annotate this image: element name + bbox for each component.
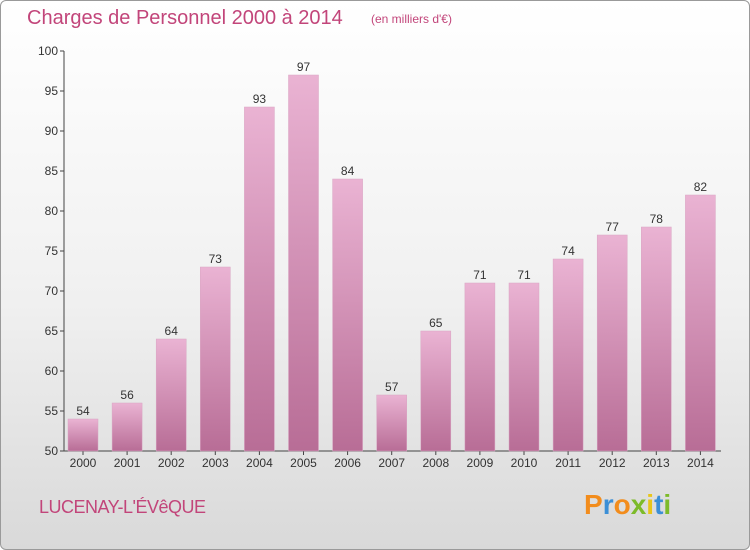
chart-bars: 54 56 64 73 93 97 84 57 65 71 71 74 77 78 82 — [67, 60, 716, 452]
data-label-2012: 77 — [606, 220, 620, 234]
chart-title: Charges de Personnel 2000 à 2014 — [27, 7, 343, 29]
bar-2008 — [420, 330, 452, 452]
chart-unit-subtitle: (en milliers d'€) — [371, 12, 452, 26]
data-label-2010: 71 — [517, 268, 531, 282]
bar-2010 — [508, 282, 540, 452]
bar-2012 — [596, 234, 628, 452]
data-label-2005: 97 — [297, 60, 311, 74]
logo-letter: i — [663, 489, 672, 520]
logo-letter: i — [646, 489, 655, 520]
x-tick-label-2013: 2013 — [643, 456, 670, 470]
bar-2013 — [641, 226, 672, 452]
x-tick-label-2009: 2009 — [467, 456, 494, 470]
x-tick-label-2004: 2004 — [246, 456, 273, 470]
bar-2005 — [288, 74, 319, 452]
bar-2014 — [685, 194, 716, 452]
x-tick-label-2014: 2014 — [687, 456, 714, 470]
data-label-2014: 82 — [694, 180, 708, 194]
data-label-2013: 78 — [650, 212, 664, 226]
logo-letter: t — [654, 489, 664, 520]
proxiti-logo: Proxiti — [584, 489, 671, 521]
x-tick-label-2001: 2001 — [114, 456, 141, 470]
y-tick-label: 65 — [45, 324, 59, 338]
bar-2003 — [200, 266, 231, 452]
y-tick-label: 75 — [45, 244, 59, 258]
data-label-2007: 57 — [385, 380, 399, 394]
data-label-2008: 65 — [429, 316, 443, 330]
commune-name: LUCENAY-L'ÉVêQUE — [39, 497, 206, 517]
x-tick-label-2010: 2010 — [511, 456, 538, 470]
data-label-2001: 56 — [120, 388, 134, 402]
bar-2001 — [111, 402, 143, 452]
bar-2006 — [332, 178, 363, 452]
y-tick-label: 55 — [45, 404, 59, 418]
x-tick-label-2011: 2011 — [555, 456, 581, 470]
logo-letter: x — [630, 489, 647, 520]
bar-2011 — [552, 258, 584, 452]
y-tick-label: 80 — [45, 204, 59, 218]
y-tick-label: 95 — [45, 84, 59, 98]
bar-2007 — [376, 394, 407, 452]
x-tick-label-2012: 2012 — [599, 456, 626, 470]
logo-letter: o — [613, 489, 631, 520]
data-label-2011: 74 — [561, 244, 575, 258]
x-tick-label-2007: 2007 — [378, 456, 405, 470]
x-tick-label-2000: 2000 — [70, 456, 97, 470]
bar-2000 — [67, 418, 99, 452]
data-label-2000: 54 — [76, 404, 90, 418]
logo-letter: r — [602, 489, 614, 520]
data-label-2002: 64 — [165, 324, 179, 338]
y-tick-label: 85 — [45, 164, 59, 178]
x-tick-label-2005: 2005 — [290, 456, 317, 470]
x-tick-label-2006: 2006 — [334, 456, 361, 470]
x-tick-label-2008: 2008 — [422, 456, 449, 470]
y-tick-label: 90 — [45, 124, 59, 138]
data-label-2006: 84 — [341, 164, 355, 178]
y-tick-label: 70 — [45, 284, 59, 298]
bar-2004 — [244, 106, 275, 452]
data-label-2003: 73 — [209, 252, 223, 266]
bar-2002 — [155, 338, 187, 452]
x-tick-label-2003: 2003 — [202, 456, 229, 470]
data-label-2004: 93 — [253, 92, 267, 106]
x-tick-label-2002: 2002 — [158, 456, 185, 470]
y-tick-label: 50 — [45, 444, 59, 458]
y-tick-label: 60 — [45, 364, 59, 378]
logo-letter: P — [584, 489, 603, 520]
y-tick-label: 100 — [38, 44, 58, 58]
bar-2009 — [464, 282, 496, 452]
data-label-2009: 71 — [473, 268, 487, 282]
